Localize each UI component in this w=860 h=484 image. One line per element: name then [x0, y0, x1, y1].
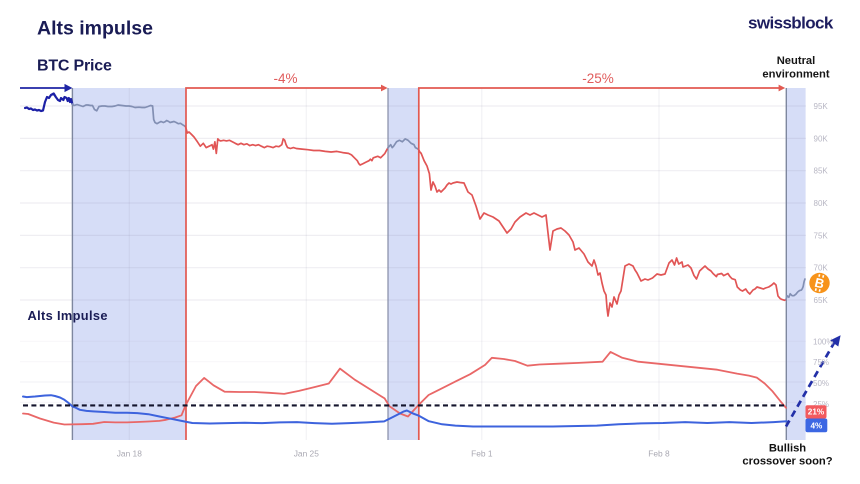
- svg-text:75%: 75%: [813, 358, 829, 367]
- svg-text:4%: 4%: [810, 422, 823, 431]
- svg-text:environment: environment: [762, 69, 829, 81]
- svg-text:25%: 25%: [813, 400, 829, 409]
- svg-text:-4%: -4%: [273, 71, 297, 86]
- svg-text:swissblock: swissblock: [748, 14, 834, 33]
- svg-text:-25%: -25%: [582, 71, 614, 86]
- svg-text:crossover soon?: crossover soon?: [742, 456, 832, 468]
- svg-text:95K: 95K: [814, 102, 829, 111]
- svg-text:90K: 90K: [814, 134, 829, 143]
- svg-text:Neutral: Neutral: [777, 55, 816, 67]
- svg-text:B: B: [813, 275, 826, 292]
- svg-text:Jan 25: Jan 25: [294, 449, 319, 459]
- svg-text:Feb 1: Feb 1: [471, 449, 493, 459]
- svg-text:21%: 21%: [808, 408, 825, 417]
- svg-text:Bullish: Bullish: [769, 443, 806, 455]
- svg-text:Jan 18: Jan 18: [117, 449, 142, 459]
- svg-text:BTC Price: BTC Price: [37, 58, 112, 75]
- svg-text:85K: 85K: [814, 167, 829, 176]
- svg-text:65K: 65K: [814, 296, 829, 305]
- svg-text:100%: 100%: [813, 337, 833, 346]
- svg-text:Feb 8: Feb 8: [648, 449, 670, 459]
- svg-text:50%: 50%: [813, 379, 829, 388]
- svg-text:80K: 80K: [814, 199, 829, 208]
- svg-text:70K: 70K: [814, 264, 829, 273]
- svg-text:Alts impulse: Alts impulse: [37, 18, 153, 40]
- svg-text:75K: 75K: [814, 231, 829, 240]
- svg-text:Alts Impulse: Alts Impulse: [28, 308, 108, 323]
